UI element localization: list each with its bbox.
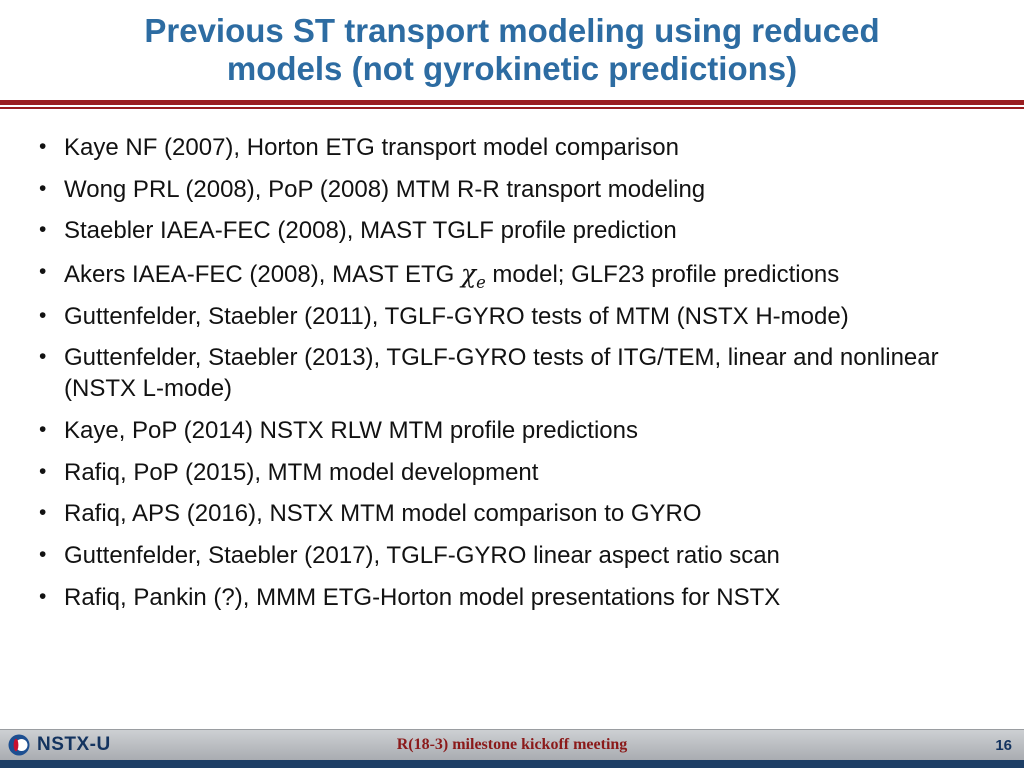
bullet-text-segment: Wong PRL (2008), PoP (2008) MTM R-R tran…	[64, 175, 706, 203]
bullet-text-segment: Kaye, PoP (2014) NSTX RLW MTM profile pr…	[64, 416, 638, 444]
divider-thin-line	[0, 106, 1024, 109]
bullet-item: Guttenfelder, Staebler (2013), TGLF-GYRO…	[34, 343, 939, 404]
bullet-text-segment: χ	[460, 259, 477, 289]
bullet-item: Guttenfelder, Staebler (2011), TGLF-GYRO…	[34, 302, 939, 333]
bullet-item: Staebler IAEA-FEC (2008), MAST TGLF prof…	[34, 216, 939, 247]
bullet-item: Kaye NF (2007), Horton ETG transport mod…	[34, 133, 939, 164]
footer-logo-text: NSTX-U	[37, 734, 111, 755]
bullet-text-segment: e	[476, 272, 486, 292]
footer-logo-group: NSTX-U	[7, 730, 111, 760]
bullet-item: Rafiq, PoP (2015), MTM model development	[34, 458, 939, 489]
slide-title-line2: models (not gyrokinetic predictions)	[226, 49, 798, 87]
bullet-item: Rafiq, APS (2016), NSTX MTM model compar…	[34, 499, 939, 530]
bullet-item: Wong PRL (2008), PoP (2008) MTM R-R tran…	[34, 175, 939, 206]
footer-bar: NSTX-U R(18-3) milestone kickoff meeting…	[0, 729, 1024, 760]
bullet-text-segment: Kaye NF (2007), Horton ETG transport mod…	[64, 133, 679, 161]
bottom-accent-strip	[0, 760, 1024, 768]
slide-title: Previous ST transport modeling using red…	[0, 0, 1024, 88]
bullet-text-segment: Rafiq, PoP (2015), MTM model development	[64, 458, 539, 486]
bullet-list: Kaye NF (2007), Horton ETG transport mod…	[34, 133, 939, 614]
bullet-text-segment: Rafiq, APS (2016), NSTX MTM model compar…	[64, 500, 702, 528]
bullet-text-segment: Akers IAEA-FEC (2008), MAST ETG	[64, 261, 461, 289]
divider-thick-line	[0, 99, 1024, 105]
bullet-text-segment: Staebler IAEA-FEC (2008), MAST TGLF prof…	[64, 217, 677, 245]
bullet-text-segment: Rafiq, Pankin (?), MMM ETG-Horton model …	[64, 583, 781, 611]
bullet-item: Guttenfelder, Staebler (2017), TGLF-GYRO…	[34, 541, 939, 572]
bullet-item: Kaye, PoP (2014) NSTX RLW MTM profile pr…	[34, 416, 939, 447]
footer-page-number: 16	[995, 736, 1012, 754]
title-divider	[0, 99, 1024, 109]
footer-meeting-title: R(18-3) milestone kickoff meeting	[396, 736, 628, 753]
nstx-logo-icon	[7, 733, 31, 757]
bullet-text-segment: Guttenfelder, Staebler (2017), TGLF-GYRO…	[64, 542, 780, 570]
bullet-item: Rafiq, Pankin (?), MMM ETG-Horton model …	[34, 583, 939, 614]
bullet-text-segment: model; GLF23 profile predictions	[485, 261, 840, 289]
divider-gap	[0, 104, 1024, 107]
slide-title-line1: Previous ST transport modeling using red…	[144, 12, 880, 49]
bullet-text-segment: Guttenfelder, Staebler (2013), TGLF-GYRO…	[64, 344, 939, 403]
bullet-text-segment: Guttenfelder, Staebler (2011), TGLF-GYRO…	[64, 302, 849, 330]
bullet-item: Akers IAEA-FEC (2008), MAST ETG χe model…	[34, 258, 939, 291]
